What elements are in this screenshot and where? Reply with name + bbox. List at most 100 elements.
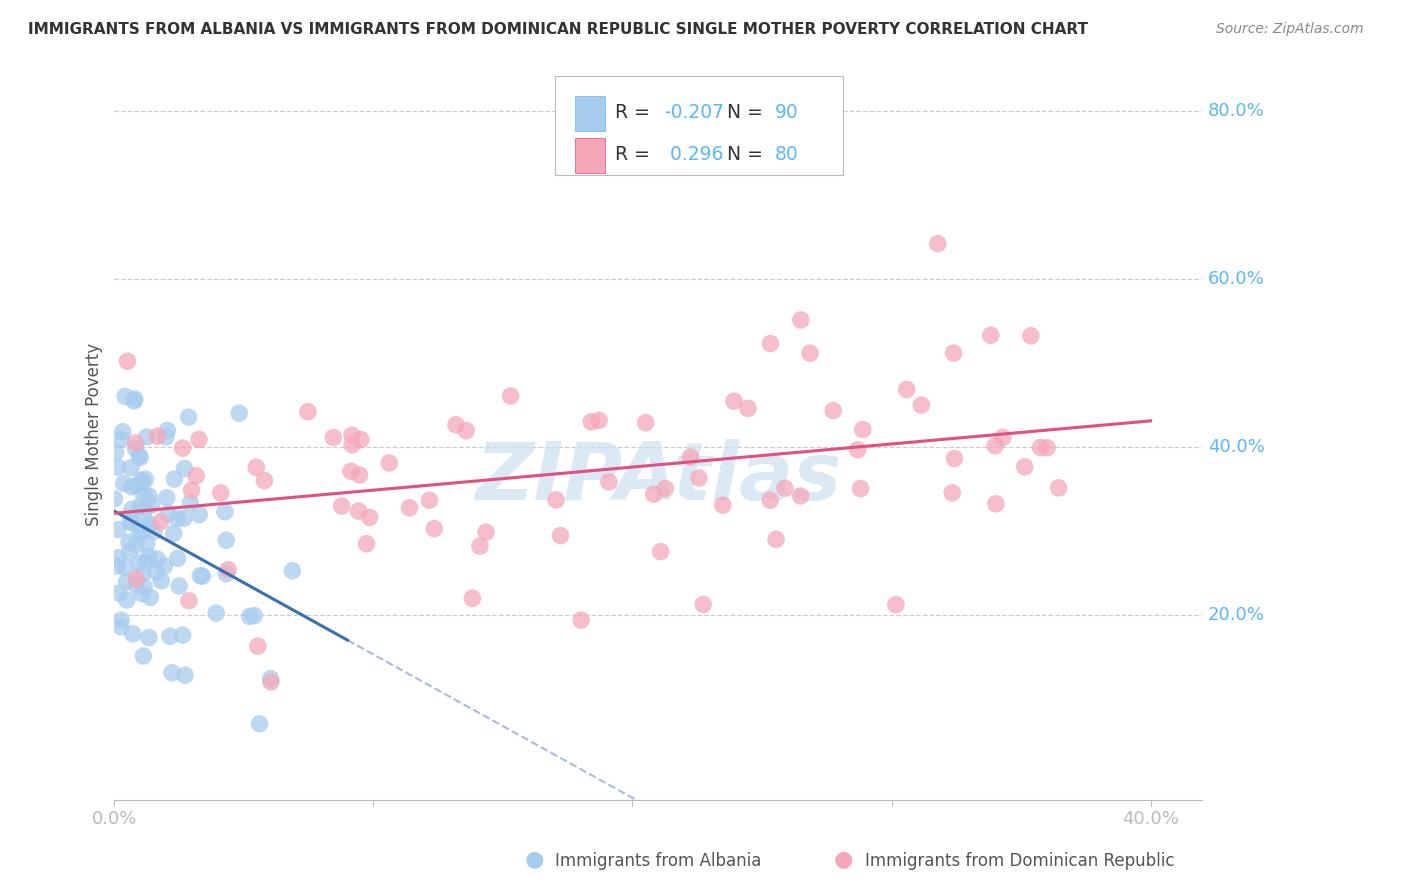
Point [159,629,181,643]
Text: ZIPAtlas: ZIPAtlas [475,439,842,516]
Point [107,550,129,565]
Point [927,236,949,251]
Point [215,533,238,548]
Point [174,668,197,682]
Point [350,433,373,447]
Point [418,493,440,508]
Point [765,533,787,547]
Point [104,445,127,459]
Point [173,511,195,525]
Point [141,498,163,512]
Point [177,594,200,608]
Point [163,526,186,541]
Point [134,472,156,486]
Point [188,508,211,522]
Point [145,565,167,579]
Point [135,430,157,444]
Point [139,591,162,605]
Point [340,428,363,442]
Point [239,609,262,624]
Point [166,511,188,525]
Point [759,336,782,351]
Point [349,468,371,483]
Point [121,502,143,516]
Point [146,429,169,443]
Point [167,579,190,593]
Point [172,441,194,455]
Point [598,475,620,489]
Point [110,620,132,634]
Point [359,510,381,524]
Point [356,537,378,551]
Point [156,506,179,520]
Point [124,436,146,450]
Point [114,560,136,574]
Point [153,559,176,574]
Point [138,517,160,532]
Point [125,578,148,592]
Text: 60.0%: 60.0% [1208,269,1264,287]
Point [260,674,283,689]
Bar [575,137,605,173]
Point [984,439,1007,453]
Point [581,415,603,429]
Point [166,551,188,566]
Point [188,568,211,582]
Point [737,401,759,416]
Point [114,389,136,403]
Point [105,558,128,573]
Point [423,522,446,536]
Text: ●: ● [524,850,544,870]
Point [790,313,813,327]
Point [991,430,1014,444]
Point [125,538,148,552]
Point [942,346,965,360]
Point [118,545,141,559]
Point [1019,328,1042,343]
Point [347,504,370,518]
Point [209,486,232,500]
Bar [575,95,605,131]
Point [214,505,236,519]
Point [550,528,572,542]
Point [115,574,138,589]
Point [125,478,148,492]
Point [179,496,201,510]
Point [131,473,153,487]
Point [143,524,166,539]
Point [475,525,498,540]
Point [398,500,420,515]
Point [110,613,132,627]
Point [120,460,142,475]
Text: ●: ● [834,850,853,870]
FancyBboxPatch shape [555,76,844,175]
Text: 0.296: 0.296 [664,145,723,164]
Point [120,516,142,530]
Point [155,430,177,444]
Point [135,536,157,550]
Point [117,354,139,368]
Point [468,539,491,553]
Text: Immigrants from Albania: Immigrants from Albania [555,852,762,870]
Text: Immigrants from Dominican Republic: Immigrants from Dominican Republic [865,852,1174,870]
Text: N =: N = [727,103,769,122]
Point [177,410,200,425]
Point [110,432,132,446]
Text: -0.207: -0.207 [664,103,724,122]
Point [461,591,484,606]
Point [132,487,155,501]
Point [253,474,276,488]
Point [249,716,271,731]
Point [128,556,150,570]
Text: IMMIGRANTS FROM ALBANIA VS IMMIGRANTS FROM DOMINICAN REPUBLIC SINGLE MOTHER POVE: IMMIGRANTS FROM ALBANIA VS IMMIGRANTS FR… [28,22,1088,37]
Point [340,464,363,478]
Text: R =: R = [614,145,655,164]
Point [173,461,195,475]
Point [146,552,169,566]
Point [688,471,710,485]
Point [245,460,267,475]
Point [134,500,156,515]
Point [499,389,522,403]
Point [980,328,1002,343]
Text: N =: N = [727,145,769,164]
